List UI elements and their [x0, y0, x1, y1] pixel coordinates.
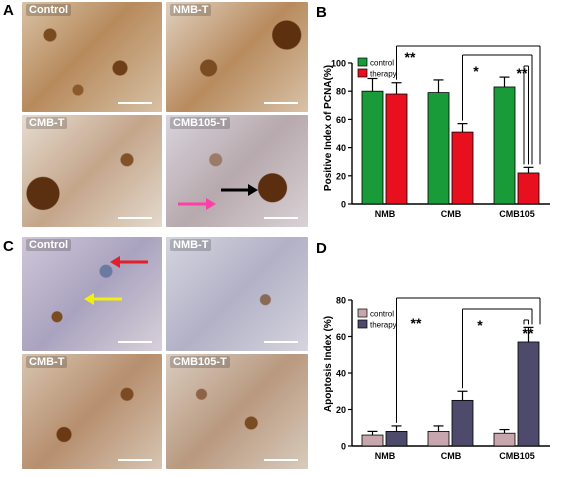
micrograph-label: CMB-T	[26, 117, 68, 129]
legend-swatch-therapy	[357, 68, 368, 78]
y-axis-label: Apoptosis Index (%)	[323, 316, 334, 412]
y-tick-label: 60	[336, 115, 346, 125]
y-tick-label: 80	[336, 296, 346, 306]
y-tick-label: 20	[336, 405, 346, 415]
bar-therapy-cmb	[451, 399, 474, 447]
micrograph-c-cmb-t: CMB-T	[22, 354, 162, 469]
y-axis-label: Positive Index of PCNA(%)	[323, 65, 334, 191]
bar-therapy-cmb105	[517, 172, 540, 205]
x-tick-label: CMB	[441, 451, 462, 461]
significance-marker: *	[473, 63, 479, 79]
y-tick-label: 60	[336, 332, 346, 342]
black-arrowhead-icon	[248, 184, 258, 196]
legend-label-control: control	[370, 59, 394, 68]
y-tick-label: 0	[341, 200, 346, 210]
micrograph-c-nmb-t: NMB-T	[166, 237, 308, 351]
micrograph-a-control: Control	[22, 2, 162, 112]
apoptosis-bar-chart: Apoptosis Index (%) 0 20 40 60 80 NMB CMB CMB10…	[323, 296, 550, 461]
panel-letter-b: B	[316, 4, 327, 21]
y-tick-label: 0	[341, 442, 346, 452]
y-tick-label: 80	[336, 87, 346, 97]
scale-bar	[118, 341, 152, 343]
bar-control-cmb105	[493, 432, 516, 447]
y-tick-label: 40	[336, 369, 346, 379]
red-arrowhead-icon	[110, 256, 120, 268]
micrograph-label: CMB-T	[26, 356, 68, 368]
scale-bar	[118, 459, 152, 461]
bar-control-nmb	[361, 434, 384, 447]
x-tick-label: NMB	[375, 451, 396, 461]
legend-swatch-control	[357, 308, 368, 318]
scale-bar	[264, 102, 298, 104]
significance-marker: **	[411, 315, 422, 331]
legend-swatch-control	[357, 57, 368, 67]
panel-letter-a: A	[3, 2, 14, 19]
scale-bar	[118, 102, 152, 104]
annotation-arrows	[178, 184, 258, 210]
significance-marker: **	[405, 49, 416, 65]
scale-bar	[264, 217, 298, 219]
scale-bar	[118, 217, 152, 219]
panel-letter-d: D	[316, 240, 327, 257]
bar-therapy-cmb105	[517, 341, 540, 447]
bar-therapy-nmb	[385, 93, 408, 205]
pcna-bar-chart: Positive Index of PCNA(%) 0 20 40 60 80 100 NM…	[323, 45, 550, 219]
micrograph-label: NMB-T	[170, 4, 212, 16]
bar-control-nmb	[361, 90, 384, 205]
micrograph-label: CMB105-T	[170, 356, 230, 368]
panel-letter-c: C	[3, 238, 14, 255]
x-tick-label: CMB	[441, 209, 462, 219]
yellow-arrowhead-icon	[84, 293, 94, 305]
bar-control-cmb	[427, 92, 450, 205]
y-tick-label: 100	[331, 59, 346, 69]
micrograph-c-control: Control	[22, 237, 162, 351]
micrograph-a-nmb-t: NMB-T	[166, 2, 308, 112]
bar-control-cmb105	[493, 86, 516, 205]
micrograph-a-cmb105-t: CMB105-T	[166, 115, 308, 227]
x-tick-label: NMB	[375, 209, 396, 219]
significance-marker: **	[523, 325, 534, 341]
y-tick-label: 20	[336, 171, 346, 181]
micrograph-label: NMB-T	[170, 239, 212, 251]
x-tick-label: CMB105	[499, 209, 535, 219]
pink-arrowhead-icon	[206, 198, 216, 210]
micrograph-label: CMB105-T	[170, 117, 230, 129]
legend-label-therapy: therapy	[370, 321, 397, 330]
legend-label-therapy: therapy	[370, 70, 397, 79]
significance-marker: **	[517, 65, 528, 81]
x-tick-label: CMB105	[499, 451, 535, 461]
legend-swatch-therapy	[357, 319, 368, 329]
y-tick-label: 40	[336, 143, 346, 153]
bar-control-cmb	[427, 430, 450, 447]
annotation-arrows	[84, 256, 148, 305]
micrograph-a-cmb-t: CMB-T	[22, 115, 162, 227]
scale-bar	[264, 459, 298, 461]
bar-therapy-cmb	[451, 131, 474, 205]
scale-bar	[264, 341, 298, 343]
micrograph-c-cmb105-t: CMB105-T	[166, 354, 308, 469]
micrograph-label: Control	[26, 4, 72, 16]
significance-marker: *	[477, 317, 483, 333]
bar-therapy-nmb	[385, 430, 408, 447]
legend-label-control: control	[370, 310, 394, 319]
micrograph-label: Control	[26, 239, 72, 251]
